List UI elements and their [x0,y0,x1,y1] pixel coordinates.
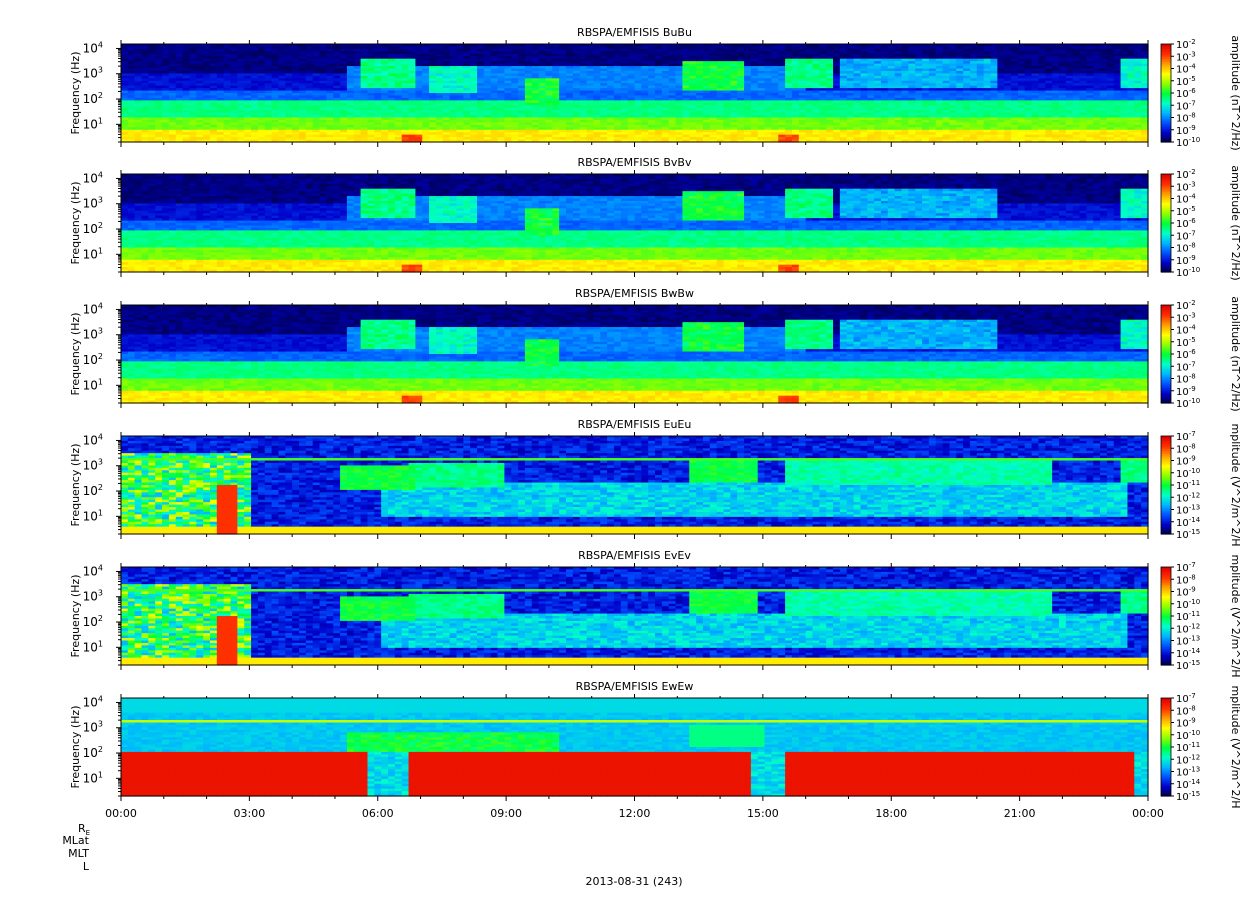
heatmap-cells [121,44,1149,143]
panel-title: RBSPA/EMFISIS BuBu [577,26,692,39]
